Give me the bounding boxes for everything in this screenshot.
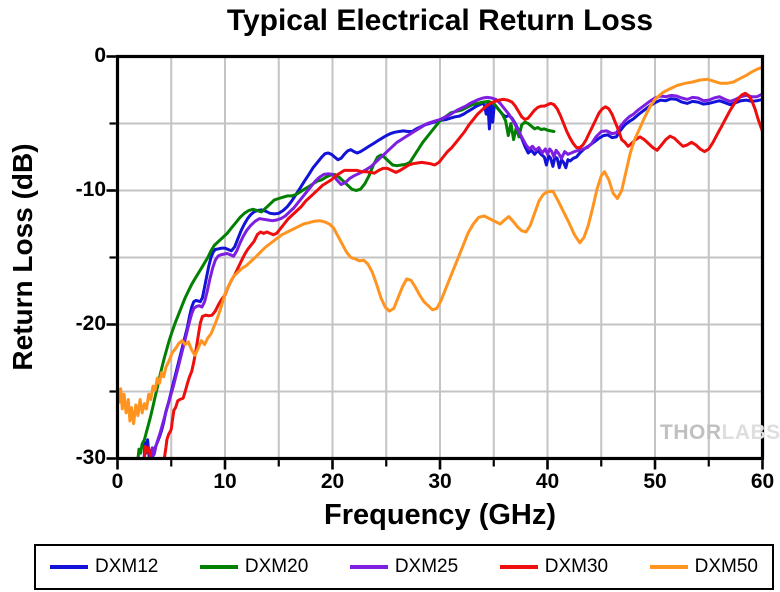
legend-line-swatch [499,565,538,569]
x-tick-label: 50 [643,470,667,493]
y-tick-label: 0 [94,43,106,67]
series-dxm12 [142,97,763,459]
legend-line-swatch [199,565,238,569]
x-tick-label: 60 [750,470,775,493]
series-dxm30 [142,91,763,459]
legend-label: DXM12 [95,556,159,577]
chart-title: Typical Electrical Return Loss [226,4,654,37]
series-dxm50 [117,65,763,426]
legend-line-swatch [50,565,88,569]
x-tick-label: 30 [428,470,452,493]
legend-entry-dxm30: DXM30 [499,556,609,578]
legend-entry-dxm50: DXM50 [649,556,758,578]
legend-label: DXM50 [694,556,758,577]
x-tick-label: 10 [213,470,237,493]
legend-entry-dxm25: DXM25 [349,556,459,578]
legend-label: DXM20 [244,556,309,577]
x-tick-label: 0 [111,470,124,493]
legend-label: DXM25 [394,556,459,577]
x-tick-label: 20 [320,470,345,493]
legend-entry-dxm12: DXM12 [50,556,158,578]
legend: DXM12 DXM20 DXM25 DXM30 DXM50 [34,544,774,590]
plot-frame [115,54,765,461]
y-tick-label: -20 [75,311,106,335]
legend-entry-dxm20: DXM20 [199,556,309,578]
legend-label: DXM30 [544,556,609,577]
y-tick-label: -10 [75,177,106,201]
watermark-labs: LABS [721,421,780,444]
thorlabs-watermark: THORLABS [660,421,780,445]
x-axis-title: Frequency (GHz) [323,499,557,531]
series-dxm20 [136,99,556,459]
y-tick-label: -30 [75,445,106,469]
y-axis-title: Return Loss (dB) [7,143,38,371]
watermark-thor: THOR [660,421,722,444]
legend-line-swatch [649,565,688,569]
legend-line-swatch [349,565,388,569]
series-dxm25 [149,92,763,459]
x-tick-label: 40 [535,470,560,493]
